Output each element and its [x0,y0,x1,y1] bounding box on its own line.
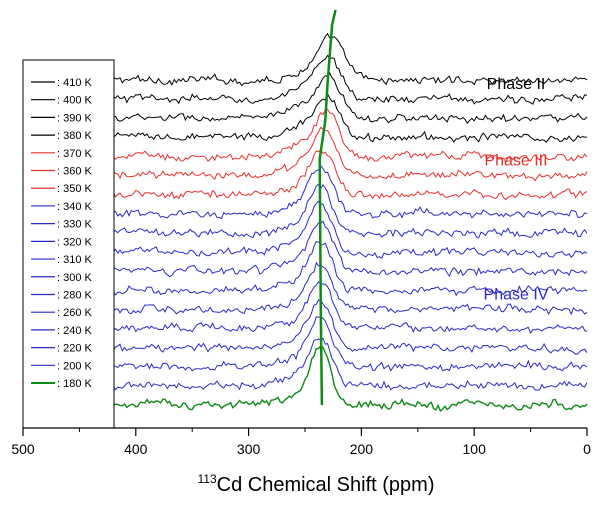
legend-label-360k: : 360 K [57,166,93,178]
phase-label-1: Phase II [487,76,546,93]
spectrum-trace-280k [112,261,588,316]
legend-label-300k: : 300 K [57,272,93,284]
peak-guide-line [318,9,337,406]
legend-label-220k: : 220 K [57,343,93,355]
legend-label-180k: : 180 K [57,378,93,390]
spectrum-trace-220k [113,316,588,372]
phase-label-2: Phase III [484,153,547,170]
legend-label-390k: : 390 K [57,112,93,124]
spectrum-trace-200k [112,337,588,391]
legend-label-340k: : 340 K [57,201,93,213]
legend-label-380k: : 380 K [57,130,93,142]
legend-label-200k: : 200 K [57,360,93,372]
spectrum-trace-310k [112,220,588,278]
spectrum-trace-410k [112,32,588,87]
legend-label-260k: : 260 K [57,307,93,319]
x-axis-label-superscript: 113 [198,472,217,486]
peak-guide-group [318,9,337,406]
legend-label-310k: : 310 K [57,254,93,266]
legend-label-400k: : 400 K [57,95,93,107]
legend-label-410k: : 410 K [57,77,93,89]
spectrum-trace-340k [113,164,588,220]
spectrum-trace-350k [112,148,588,201]
x-tick-label-100: 100 [463,441,487,457]
spectrum-trace-240k [112,299,588,355]
x-tick-label-500: 500 [11,441,35,457]
legend-label-330k: : 330 K [57,219,93,231]
x-axis: 500 400 300 200 100 0 113Cd Chemical Shift (p… [11,427,591,496]
spectrum-trace-360k [112,126,588,182]
legend-label-240k: : 240 K [57,325,93,337]
legend-label-370k: : 370 K [57,148,93,160]
spectrum-trace-400k [113,54,588,105]
x-tick-label-200: 200 [350,441,374,457]
legend-label-280k: : 280 K [57,289,93,301]
x-tick-label-400: 400 [124,441,148,457]
spectrum-trace-380k [112,92,587,143]
spectra-group [112,32,588,413]
legend: : 410 K : 400 K : 390 K : 380 K : 370 K : 360… [22,59,115,429]
legend-items: : 410 K : 400 K : 390 K : 380 K : 370 K : 360… [31,77,93,390]
legend-label-320k: : 320 K [57,236,93,248]
x-tick-label-0: 0 [583,441,591,457]
spectrum-trace-330k [112,183,588,239]
spectrum-trace-390k [113,71,588,124]
phase-labels-group: Phase II Phase III Phase IV [484,76,549,303]
spectrum-trace-300k [112,240,588,297]
x-axis-label-main: Cd Chemical Shift (ppm) [217,474,435,496]
phase-label-3: Phase IV [484,286,549,303]
x-axis-label: 113Cd Chemical Shift (ppm) [198,472,435,496]
x-axis-ticks: 500 400 300 200 100 0 [11,428,591,457]
legend-box [22,59,115,429]
spectrum-trace-180k [112,344,588,413]
legend-label-350k: : 350 K [57,183,93,195]
spectrum-trace-260k [112,281,588,335]
spectrum-trace-370k [112,108,588,163]
x-tick-label-300: 300 [237,441,261,457]
spectrum-trace-320k [112,200,588,259]
